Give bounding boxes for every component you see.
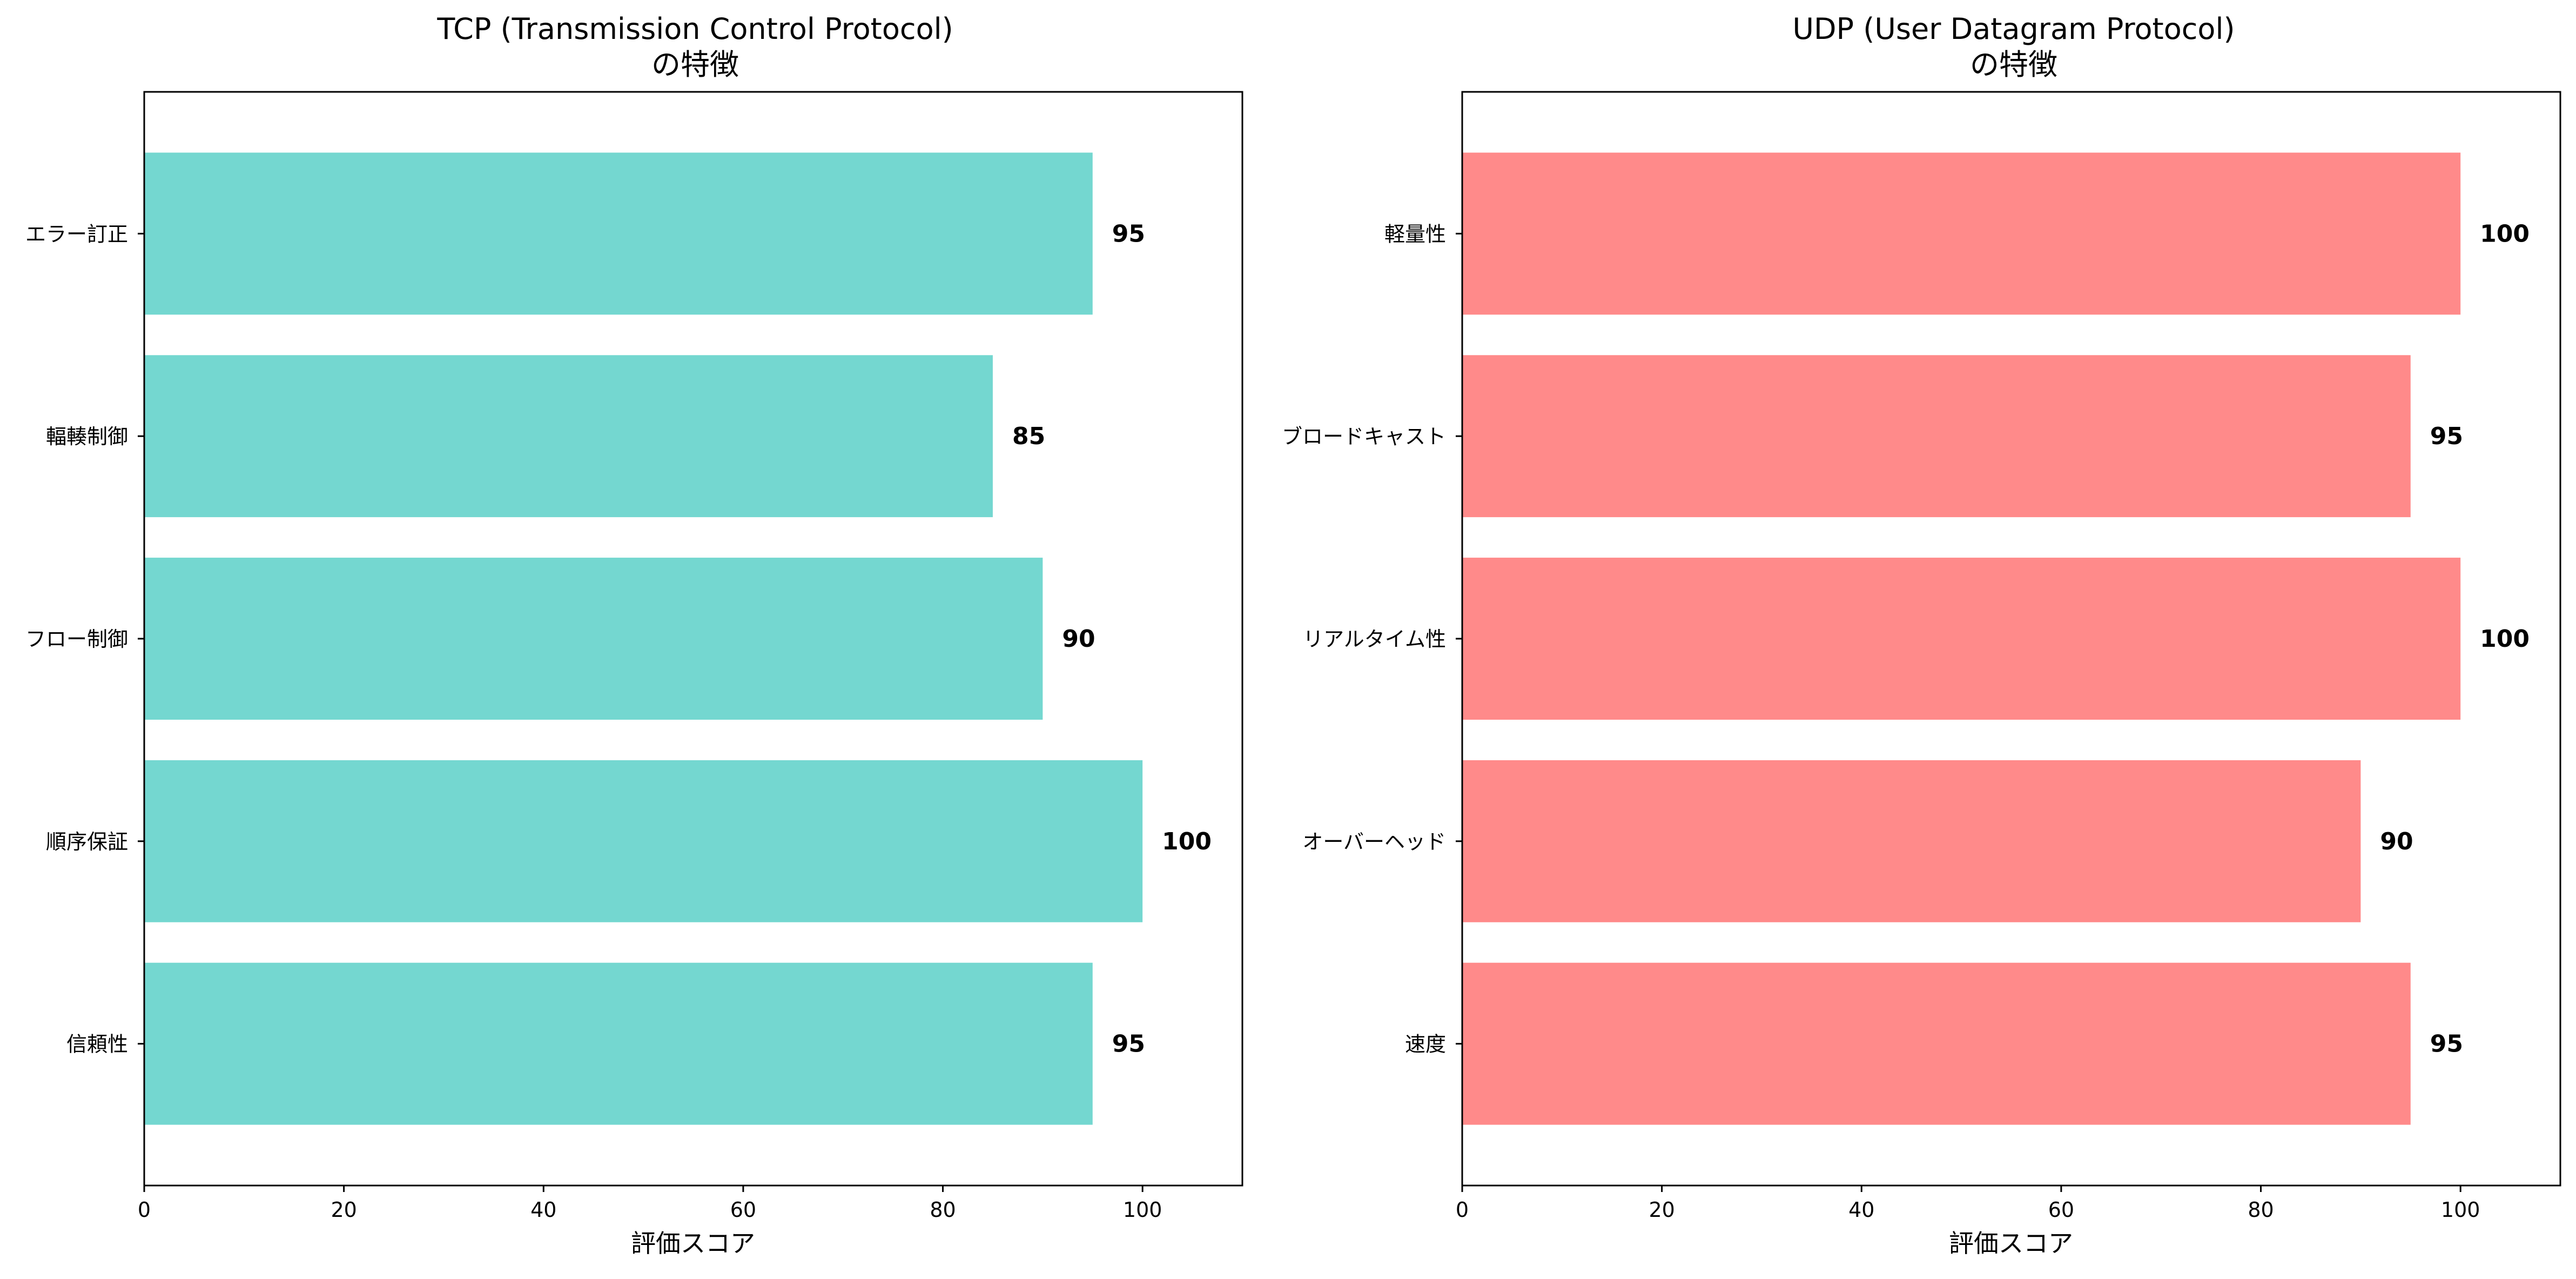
udp-category-label: 軽量性 <box>1384 222 1446 246</box>
udp-category-label: リアルタイム性 <box>1303 627 1446 651</box>
udp-bar-value-label: 95 <box>2430 1030 2463 1058</box>
tcp-chart-title: TCP (Transmission Control Protocol) <box>436 12 953 46</box>
tcp-bar-value-label: 85 <box>1012 423 1045 450</box>
tcp-category-label: 輻輳制御 <box>46 425 128 448</box>
udp-chart-panel: UDP (User Datagram Protocol) の特徴 1009510… <box>1282 12 2561 1258</box>
tcp-bar <box>144 355 993 518</box>
tcp-x-tick-label: 60 <box>730 1198 756 1222</box>
tcp-value-labels: 95 85 90 100 95 <box>1012 220 1212 1057</box>
udp-bar <box>1462 355 2411 518</box>
udp-x-tick-label: 0 <box>1456 1198 1469 1222</box>
udp-plot-frame <box>1461 91 2561 1187</box>
udp-bar <box>1462 962 2411 1125</box>
tcp-bars <box>144 152 1143 1125</box>
tcp-x-axis-label: 評価スコア <box>631 1229 755 1258</box>
tcp-category-label: 信頼性 <box>66 1033 128 1056</box>
tcp-bar-value-label: 90 <box>1062 625 1095 653</box>
udp-category-label: 速度 <box>1405 1033 1446 1056</box>
udp-bar-value-label: 90 <box>2380 828 2413 855</box>
udp-x-tick-label: 20 <box>1649 1198 1674 1222</box>
tcp-chart-panel: TCP (Transmission Control Protocol) の特徴 … <box>25 12 1243 1258</box>
udp-x-tick-label: 60 <box>2048 1198 2074 1222</box>
udp-bar <box>1462 558 2461 720</box>
udp-value-labels: 100 95 100 90 95 <box>2380 220 2530 1057</box>
tcp-x-tick-label: 20 <box>331 1198 357 1222</box>
udp-bar <box>1462 152 2461 315</box>
udp-x-tick-label: 40 <box>1848 1198 1874 1222</box>
tcp-category-label: 順序保証 <box>46 830 128 854</box>
udp-chart-title: UDP (User Datagram Protocol) <box>1792 12 2235 46</box>
udp-chart-title-line2: の特徴 <box>1970 48 2057 82</box>
udp-x-tick-label: 100 <box>2441 1198 2480 1222</box>
udp-bar-value-label: 100 <box>2480 220 2530 247</box>
udp-bar <box>1462 760 2361 922</box>
tcp-bar-value-label: 95 <box>1112 220 1145 247</box>
tcp-bar-value-label: 95 <box>1112 1030 1145 1058</box>
udp-x-tick-label: 80 <box>2248 1198 2274 1222</box>
tcp-plot-frame <box>143 91 1243 1187</box>
tcp-x-axis: 0 20 40 60 80 100 <box>138 1186 1162 1222</box>
tcp-bar-value-label: 100 <box>1162 828 1212 855</box>
udp-bar-value-label: 95 <box>2430 423 2463 450</box>
tcp-x-tick-label: 80 <box>930 1198 956 1222</box>
tcp-category-label: エラー訂正 <box>25 222 128 246</box>
tcp-chart-title-line2: の特徴 <box>651 48 739 82</box>
udp-bar-value-label: 100 <box>2480 625 2530 653</box>
udp-x-axis: 0 20 40 60 80 100 <box>1456 1186 2480 1222</box>
tcp-x-tick-label: 100 <box>1123 1198 1162 1222</box>
tcp-category-label: フロー制御 <box>25 627 128 651</box>
tcp-bar <box>144 558 1043 720</box>
tcp-x-tick-label: 40 <box>530 1198 556 1222</box>
udp-bars <box>1462 152 2461 1125</box>
tcp-bar <box>144 760 1143 922</box>
udp-category-label: ブロードキャスト <box>1282 425 1446 448</box>
udp-x-axis-label: 評価スコア <box>1949 1229 2073 1258</box>
tcp-x-tick-label: 0 <box>138 1198 151 1222</box>
tcp-bar <box>144 152 1093 315</box>
tcp-bar <box>144 962 1093 1125</box>
udp-category-label: オーバーヘッド <box>1302 830 1446 854</box>
